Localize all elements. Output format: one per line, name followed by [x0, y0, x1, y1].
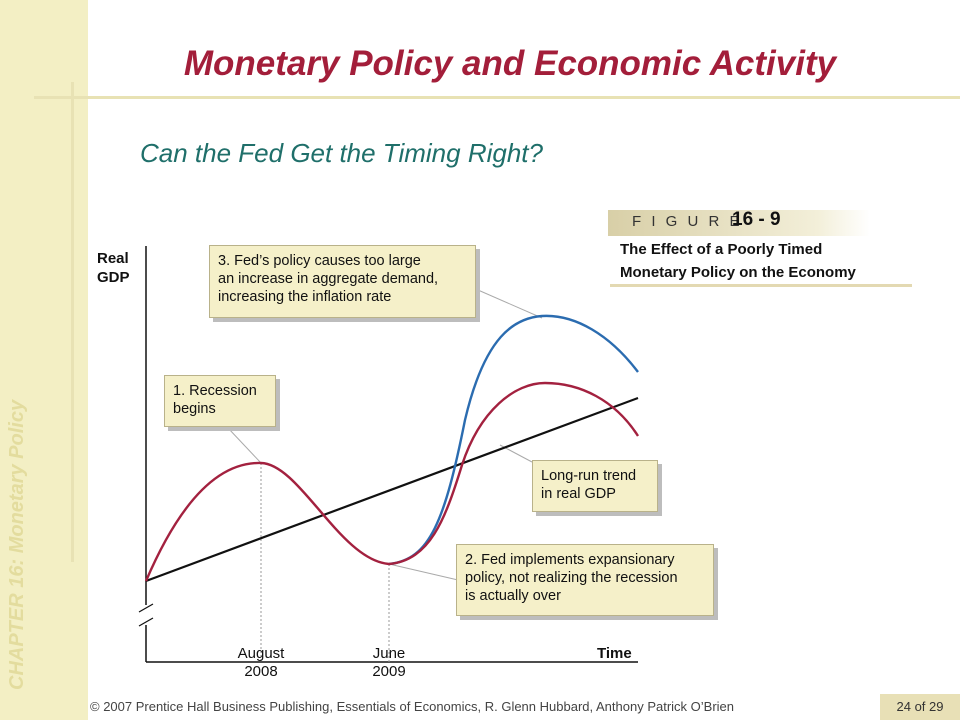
copyright-footer: © 2007 Prentice Hall Business Publishing…	[90, 699, 735, 714]
slide-title: Monetary Policy and Economic Activity	[183, 44, 837, 83]
leader-too-large	[477, 289, 543, 319]
policy-path-curve	[388, 314, 639, 566]
tick-line: 2008	[244, 663, 278, 680]
tick-line: 2009	[372, 663, 406, 680]
figure-number: 16 - 9	[732, 209, 781, 230]
business-cycle-curve	[144, 381, 640, 582]
leader-fed-expands	[388, 563, 459, 581]
figure-caption-line: The Effect of a Poorly Timed	[620, 241, 823, 258]
callout-line: policy, not realizing the recession	[465, 570, 678, 586]
callout-recession-begins: 1. Recession begins	[164, 375, 276, 427]
callout-fed-expands: 2. Fed implements expansionary policy, n…	[456, 544, 714, 616]
callout-line: begins	[173, 401, 216, 417]
decorative-horizontal-rule	[34, 96, 960, 99]
figure-label: F I G U R E	[632, 213, 743, 230]
figure-caption: The Effect of a Poorly Timed Monetary Po…	[620, 238, 856, 284]
callout-line: in real GDP	[541, 486, 616, 502]
y-axis-label: Real GDP	[97, 249, 130, 287]
long-run-trend-line	[145, 396, 639, 583]
callout-long-run-trend: Long-run trend in real GDP	[532, 460, 658, 512]
tick-line: August	[237, 645, 285, 662]
decorative-vertical-rule	[71, 82, 74, 562]
leader-recession	[227, 427, 262, 464]
figure-caption-underline	[610, 284, 912, 287]
page-number: 24 of 29	[880, 694, 960, 720]
x-axis-label: Time	[597, 645, 632, 662]
callout-line: 3. Fed’s policy causes too large	[218, 253, 421, 269]
figure-header-bar	[608, 210, 870, 236]
callout-line: an increase in aggregate demand,	[218, 271, 439, 287]
y-axis-label-line: Real	[97, 250, 129, 267]
axis-break-mark	[138, 617, 154, 627]
callout-line: 1. Recession	[173, 383, 257, 399]
figure-caption-line: Monetary Policy on the Economy	[620, 264, 856, 281]
tick-june-2009: June 2009	[354, 645, 424, 681]
callout-policy-too-large: 3. Fed’s policy causes too large an incr…	[209, 245, 476, 318]
callout-line: is actually over	[465, 588, 561, 604]
tick-august-2008: August 2008	[226, 645, 296, 681]
callout-line: increasing the inflation rate	[218, 289, 392, 305]
callout-line: Long-run trend	[541, 468, 637, 484]
callout-line: 2. Fed implements expansionary	[465, 552, 675, 568]
tick-line: June	[372, 645, 406, 662]
axis-break-mark	[138, 603, 154, 613]
slide-subtitle: Can the Fed Get the Timing Right?	[140, 138, 543, 168]
y-axis-label-line: GDP	[97, 269, 130, 286]
